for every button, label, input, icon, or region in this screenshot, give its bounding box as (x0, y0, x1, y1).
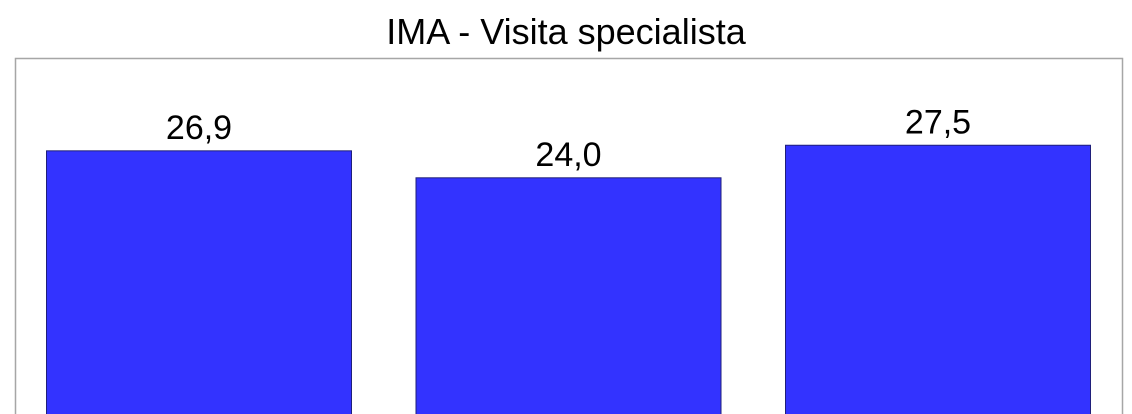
chart-title: IMA - Visita specialista (386, 11, 746, 52)
bar (785, 144, 1091, 414)
plot-frame (14, 57, 1124, 414)
bar (415, 177, 722, 414)
value-label: 27,5 (905, 103, 971, 141)
value-label: 24,0 (535, 136, 601, 174)
value-label: 26,9 (166, 109, 232, 147)
bar (46, 150, 352, 414)
